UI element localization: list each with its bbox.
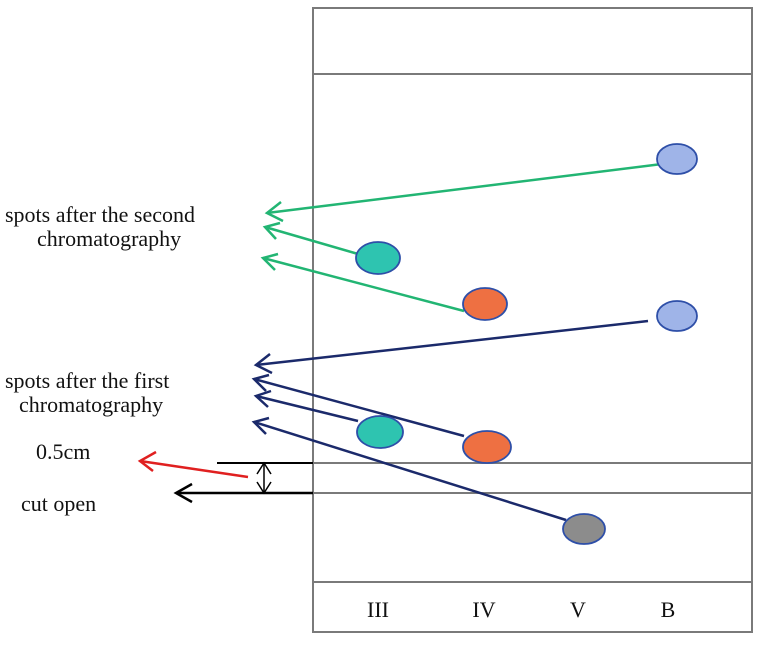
spot-b-first xyxy=(656,300,698,332)
lane-label-v: V xyxy=(570,597,586,622)
label-first-line1: spots after the first xyxy=(5,368,169,393)
second-chromatography-arrows xyxy=(260,162,663,313)
label-distance: 0.5cm xyxy=(36,439,90,464)
plate-frame xyxy=(312,7,753,633)
arrowhead-iv-second xyxy=(260,252,279,271)
arrow-b-first xyxy=(255,319,649,367)
arrow-v-origin xyxy=(253,420,567,522)
spot-iii-first xyxy=(356,415,404,449)
arrowhead-iii-second xyxy=(262,221,281,240)
lane-label-iv: IV xyxy=(472,597,495,622)
arrow-b-second xyxy=(266,162,663,215)
label-second-line1: spots after the second xyxy=(5,202,195,227)
first-chromatography-arrows xyxy=(251,319,649,522)
arrowhead-b-second xyxy=(264,201,284,223)
label-first-line2: chromatography xyxy=(19,392,163,417)
distance-marker xyxy=(137,450,313,504)
spot-iii-second xyxy=(355,241,401,275)
spot-b-second xyxy=(656,143,698,175)
arrowhead-b-first xyxy=(253,353,273,375)
dimension-arrowhead-up xyxy=(256,461,272,475)
cut-arrowhead xyxy=(173,482,193,504)
arrowhead-iv-first xyxy=(251,373,270,392)
spot-iv-second xyxy=(462,287,508,321)
red-arrowhead xyxy=(137,450,157,472)
arrow-iii-second xyxy=(264,225,359,256)
arrow-iv-second xyxy=(262,256,465,313)
label-second-line2: chromatography xyxy=(37,226,181,251)
spots xyxy=(355,143,698,545)
spot-iv-first xyxy=(462,430,512,464)
red-arrow-line xyxy=(139,459,249,479)
arrowhead-iii-first xyxy=(253,389,272,408)
lane-label-b: B xyxy=(661,597,676,622)
arrow-iv-first xyxy=(253,377,465,438)
lane-label-iii: III xyxy=(367,597,389,622)
spot-v-origin xyxy=(562,513,606,545)
arrow-iii-first xyxy=(255,394,359,423)
arrowhead-v-origin xyxy=(251,416,270,435)
label-cut-open: cut open xyxy=(21,491,96,516)
